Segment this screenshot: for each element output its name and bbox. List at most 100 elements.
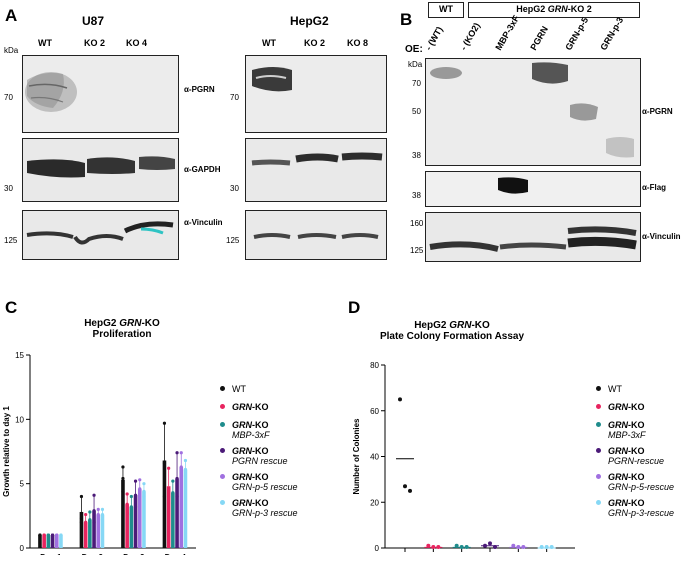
c-data-point [100,507,105,511]
c-bar [183,469,188,548]
b-flag-marker: 38 [412,191,421,200]
c-data-point [125,511,129,515]
hepg2-gapdh-bands [251,152,383,166]
b-lane-wt: - (WT) [423,24,445,52]
c-legend-marker [220,404,225,409]
d-legend-item: GRN-KO MBP-3xF [594,420,684,440]
d-legend-name: GRN-KO [608,420,645,430]
c-data-point [162,421,167,425]
c-bar [162,460,167,548]
u87-gapdh-blot [22,138,179,202]
c-legend-name: WT [232,384,246,394]
d-data-point [516,545,521,549]
d-y-axis-label: Number of Colonies [352,418,361,495]
c-data-point [175,494,179,499]
c-legend-name: GRN-KO [232,498,269,508]
c-bar [83,522,88,548]
c-legend-marker [220,422,225,427]
d-data-point [459,545,464,549]
c-legend-item: GRN-KO GRN-p-3 rescue [218,498,338,518]
c-data-point [59,533,63,537]
ko-box-gene: GRN [547,4,568,14]
u87-gapdh-marker: 30 [4,184,13,193]
c-data-point [50,533,55,537]
d-legend-sub: GRN-p-5-rescue [608,482,675,492]
c-data-point [100,512,105,517]
d-y-tick-label: 0 [375,544,380,553]
c-data-point [96,518,100,522]
c-data-point [171,491,175,495]
c-data-point [167,494,171,499]
d-legend-sub: MBP-3xF [608,430,646,440]
panel-b-letter: B [400,10,413,29]
d-data-point [454,543,459,548]
c-data-point [133,479,138,483]
c-legend-sub: PGRN rescue [232,456,288,466]
ko-box-prefix: HepG2 [516,4,548,14]
c-data-point [171,501,175,505]
c-data-point [171,479,175,483]
pgrn-antibody-label-b: α-PGRN [642,107,673,116]
gapdh-antibody-label-a: α-GAPDH [184,165,221,174]
d-legend-name: GRN-KO [608,498,645,508]
c-y-tick-label: 5 [20,480,25,489]
c-legend-marker [220,500,225,505]
c-legend-item: GRN-KO PGRN rescue [218,446,338,466]
u87-pgrn-blot [22,55,179,133]
c-data-point [162,461,167,465]
c-bar [133,495,138,548]
d-data-point [549,545,554,549]
c-data-point [133,505,138,509]
hepg2-lane-ko8: KO 8 [347,38,369,48]
c-bar [171,492,175,548]
c-legend-marker [220,386,225,391]
c-data-point [38,533,42,537]
c-legend-sub: GRN-p-5 rescue [232,482,298,492]
c-data-point [92,493,96,497]
c-data-point [46,533,50,537]
c-bar [59,535,63,548]
c-bar [121,479,125,548]
c-data-point [79,494,84,499]
colony-chart: 0 20 40 60 80 Number of Colonies [352,361,575,553]
c-data-point [167,466,171,470]
b-lane-mbp: MBP-3xF [493,13,522,53]
d-data-point [436,545,441,549]
c-data-point [138,494,142,499]
u87-lane-ko2: KO 2 [84,38,106,48]
hepg2-pgrn-marker: 70 [230,93,239,102]
hepg2-gapdh-marker: 30 [230,184,239,193]
u87-vinculin-blot [22,210,179,260]
c-data-point [179,451,183,455]
c-bar [175,478,179,548]
d-legend-sub: GRN-p-3-rescue [608,508,675,518]
c-bar [166,486,171,548]
hepg2-pgrn-blot [245,55,387,133]
c-data-point [121,489,125,493]
b-vinculin-bands [429,226,637,252]
c-bar [42,535,46,548]
u87-kda-label: kDa [4,46,19,55]
b-pgrn-marker-38: 38 [412,151,421,160]
b-vinculin-marker-160: 160 [410,219,424,228]
c-title-line2: Proliferation [92,329,152,340]
c-bar [38,535,42,548]
c-x-tick-label: Day 1 [40,553,62,555]
b-pgrn-marker-50: 50 [412,107,421,116]
c-data-point [175,451,179,455]
c-legend-item: GRN-KO [218,402,338,412]
hepg2-vinculin-blot [245,210,387,260]
c-data-point [167,487,171,491]
c-bar [125,504,129,548]
c-data-point [183,467,188,472]
u87-pgrn-bands [25,72,77,112]
c-legend-item: GRN-KO GRN-p-5 rescue [218,472,338,492]
c-data-point [121,476,125,481]
d-title-prefix: HepG2 [414,320,450,331]
proliferation-legend: WT GRN-KO GRN-KO MBP-3xF GRN-KO PGRN rescue GR… [218,384,338,524]
d-title-gene: GRN [449,320,472,331]
hepg2-lane-wt: WT [262,38,276,48]
c-data-point [142,494,146,499]
d-legend-name: WT [608,384,622,394]
d-legend-marker [596,474,601,479]
